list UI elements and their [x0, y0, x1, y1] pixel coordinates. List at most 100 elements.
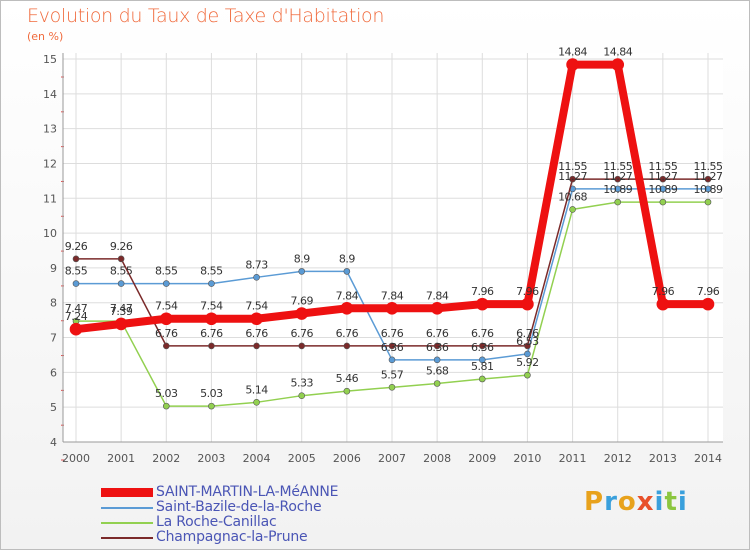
data-label: 7.54	[155, 300, 178, 313]
proxiti-logo: Proxiti	[584, 487, 688, 517]
series-point-2	[253, 399, 260, 406]
data-label: 5.92	[516, 356, 539, 369]
x-tick-label: 2012	[604, 452, 632, 465]
data-label: 6.76	[336, 327, 359, 340]
y-tick-label: 12	[43, 157, 57, 170]
series-point-3	[298, 342, 306, 350]
series-point-1	[208, 280, 215, 287]
data-label: 14.84	[558, 46, 587, 59]
data-label: 7.96	[697, 285, 720, 298]
series-point-2	[298, 392, 306, 399]
series-point-3	[208, 342, 215, 350]
series-point-3	[659, 175, 667, 183]
logo-letter: t	[664, 487, 678, 517]
series-point-0	[69, 322, 83, 336]
data-label: 6.76	[155, 327, 178, 340]
series-point-1	[433, 356, 441, 364]
data-label: 6.76	[245, 327, 268, 340]
legend-label: SAINT-MARTIN-LA-MéANNE	[156, 484, 339, 500]
x-tick-label: 2000	[62, 452, 90, 465]
data-label: 7.39	[110, 305, 133, 318]
series-point-1	[388, 356, 396, 364]
data-label: 5.68	[426, 365, 449, 378]
series-point-1	[524, 350, 531, 358]
series-point-2	[524, 371, 531, 379]
series-point-1	[478, 356, 486, 364]
y-tick-label: 6	[50, 366, 57, 379]
y-tick-label: 14	[43, 88, 57, 101]
series-point-3	[117, 255, 125, 263]
data-label: 8.9	[294, 252, 310, 265]
data-label: 11.27	[648, 170, 677, 183]
x-tick-label: 2001	[107, 452, 135, 465]
data-label: 7.24	[65, 310, 88, 323]
series-point-2	[659, 198, 667, 206]
series-point-3	[162, 342, 170, 350]
series-point-1	[614, 185, 622, 193]
data-label: 8.73	[245, 258, 268, 271]
data-label: 7.84	[336, 289, 359, 302]
series-point-0	[205, 312, 218, 326]
series-point-0	[340, 301, 354, 315]
logo-letter: x	[636, 487, 655, 517]
data-label: 9.26	[65, 240, 88, 253]
legend-swatch	[101, 488, 153, 497]
data-label: 6.76	[381, 327, 404, 340]
y-tick-label: 8	[50, 297, 57, 310]
x-tick-label: 2009	[468, 452, 496, 465]
y-tick-label: 15	[43, 53, 57, 66]
data-label: 8.55	[110, 265, 133, 278]
logo-letter: r	[604, 487, 618, 517]
y-tick-label: 11	[43, 192, 57, 205]
data-label: 6.36	[381, 341, 404, 354]
legend-swatch	[101, 521, 153, 524]
data-label: 6.36	[471, 341, 494, 354]
series-point-1	[253, 274, 260, 281]
series-point-3	[343, 342, 351, 350]
series-point-1	[298, 268, 306, 275]
data-label: 5.46	[336, 372, 359, 385]
series-point-3	[614, 175, 622, 183]
x-tick-label: 2006	[333, 452, 361, 465]
data-label: 7.47	[65, 302, 88, 315]
series-point-3	[704, 175, 712, 183]
logo-letter: P	[584, 487, 605, 517]
data-label: 11.55	[648, 160, 677, 173]
series-point-0	[566, 58, 579, 71]
data-label: 6.76	[426, 327, 449, 340]
x-tick-label: 2013	[649, 452, 677, 465]
data-label: 6.76	[200, 327, 223, 340]
series-point-2	[704, 198, 712, 206]
data-label: 11.27	[694, 170, 723, 183]
data-label: 7.54	[245, 300, 268, 313]
series-point-1	[162, 280, 170, 287]
data-label: 7.84	[381, 289, 404, 302]
data-label: 7.96	[471, 285, 494, 298]
data-label: 7.84	[426, 289, 449, 302]
series-point-0	[656, 297, 670, 311]
series-point-3	[433, 342, 441, 350]
data-label: 5.81	[471, 360, 494, 373]
data-label: 11.27	[558, 170, 587, 183]
data-label: 11.55	[603, 160, 632, 173]
legend-label: La Roche-Canillac	[156, 514, 277, 530]
series-point-3	[388, 342, 396, 350]
series-point-1	[117, 280, 125, 287]
data-label: 5.57	[381, 368, 404, 381]
data-label: 6.76	[471, 327, 494, 340]
chart-title: Evolution du Taux de Taxe d'Habitation	[27, 5, 385, 27]
y-tick-label: 10	[43, 227, 57, 240]
series-point-1	[659, 185, 667, 193]
y-tick-label: 7	[50, 332, 57, 345]
x-tick-label: 2004	[243, 452, 271, 465]
x-tick-label: 2011	[559, 452, 587, 465]
y-tick-label: 4	[50, 436, 57, 449]
data-label: 10.68	[558, 190, 587, 203]
y-tick-label: 9	[50, 262, 57, 275]
series-point-1	[72, 280, 80, 287]
data-label: 7.96	[652, 285, 675, 298]
data-label: 8.55	[155, 265, 178, 278]
series-point-0	[701, 297, 715, 311]
